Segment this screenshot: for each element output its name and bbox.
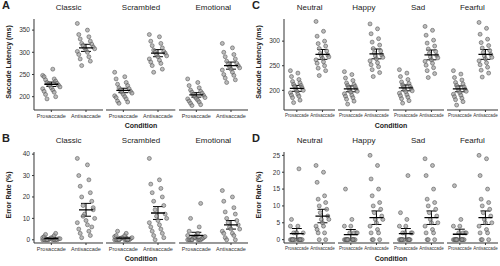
svg-text:Antisaccade: Antisaccade [216,113,246,119]
svg-text:Antisaccade: Antisaccade [71,246,101,252]
svg-text:Antisaccade: Antisaccade [143,113,173,119]
html-text:Saccade Latency (ms): Saccade Latency (ms) [4,25,12,99]
svg-text:Prosaccade: Prosaccade [182,246,211,252]
svg-text:250: 250 [19,71,30,78]
html-text:Classic: Classic [55,136,82,145]
html-text:Condition: Condition [374,255,408,262]
svg-text:10: 10 [23,215,31,222]
svg-text:20: 20 [23,193,31,200]
svg-text:Antisaccade: Antisaccade [310,113,335,118]
svg-text:Antisaccade: Antisaccade [473,113,492,118]
svg-text:30: 30 [23,172,31,179]
html-text:Error Rate (%): Error Rate (%) [4,171,12,219]
svg-text:Prosaccade: Prosaccade [393,246,417,251]
html-text:Saccade Latency (ms): Saccade Latency (ms) [254,25,262,99]
svg-text:Antisaccade: Antisaccade [419,113,444,118]
html-text:Classic: Classic [55,3,82,12]
html-text:Happy: Happy [352,136,376,145]
svg-text:25: 25 [273,152,281,159]
svg-text:5: 5 [276,219,280,226]
svg-text:Antisaccade: Antisaccade [310,246,335,251]
svg-text:350: 350 [19,26,30,33]
svg-text:Antisaccade: Antisaccade [216,246,246,252]
html-text:Sad: Sad [411,136,426,145]
svg-text:Prosaccade: Prosaccade [393,113,417,118]
svg-text:Prosaccade: Prosaccade [448,113,472,118]
html-text:Error Rate (%): Error Rate (%) [254,171,262,219]
svg-text:10: 10 [273,202,281,209]
html-text:Emotional: Emotional [195,3,232,12]
svg-text:Antisaccade: Antisaccade [419,246,444,251]
svg-text:Prosaccade: Prosaccade [339,246,363,251]
svg-text:Prosaccade: Prosaccade [182,113,211,119]
svg-text:250: 250 [269,62,280,69]
svg-text:Prosaccade: Prosaccade [285,246,309,251]
html-text:Fearful: Fearful [459,136,485,145]
svg-text:40: 40 [23,150,31,157]
svg-text:200: 200 [19,93,30,100]
svg-text:Prosaccade: Prosaccade [109,113,138,119]
html-text:Sad: Sad [411,3,426,12]
svg-text:Prosaccade: Prosaccade [109,246,138,252]
svg-text:200: 200 [269,87,280,94]
svg-text:Antisaccade: Antisaccade [364,246,389,251]
html-text:C: C [252,0,260,11]
html-text:Condition: Condition [374,122,408,129]
html-text:Fearful: Fearful [459,3,485,12]
svg-text:Antisaccade: Antisaccade [143,246,173,252]
html-text:D: D [252,132,260,144]
svg-text:Antisaccade: Antisaccade [364,113,389,118]
html-text:Happy: Happy [352,3,376,12]
html-text:Neutral: Neutral [296,136,323,145]
html-text:Neutral: Neutral [296,3,323,12]
html-text:B: B [2,132,10,144]
svg-text:300: 300 [269,37,280,44]
html-text:Scrambled: Scrambled [121,136,161,145]
svg-text:Prosaccade: Prosaccade [448,246,472,251]
svg-text:Antisaccade: Antisaccade [71,113,101,119]
svg-text:Prosaccade: Prosaccade [285,113,309,118]
html-text:Emotional: Emotional [195,136,232,145]
html-text:Condition: Condition [124,255,158,262]
html-text:Scrambled: Scrambled [121,3,161,12]
svg-text:15: 15 [273,185,281,192]
svg-text:Prosaccade: Prosaccade [37,113,66,119]
svg-text:Antisaccade: Antisaccade [473,246,492,251]
svg-text:0: 0 [276,236,280,243]
svg-text:Prosaccade: Prosaccade [339,113,363,118]
html-text:Condition: Condition [124,122,158,129]
svg-text:300: 300 [19,49,30,56]
svg-text:Prosaccade: Prosaccade [37,246,66,252]
html-text:A: A [2,0,10,11]
svg-text:0: 0 [26,236,30,243]
svg-text:20: 20 [273,169,281,176]
